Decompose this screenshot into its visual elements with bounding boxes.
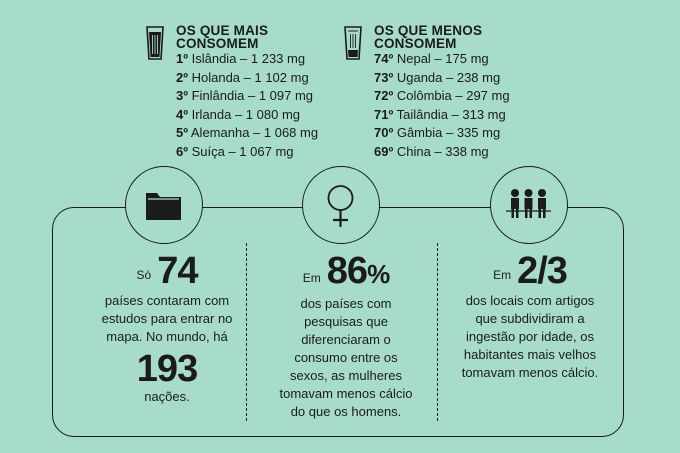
ranking-country-value: Alemanha – 1 068 mg <box>190 125 319 141</box>
ranking-position: 2º <box>176 69 188 85</box>
stat-number: 2/3 <box>517 250 568 292</box>
ranking-position: 72º <box>374 88 394 104</box>
stat-prefix: Em <box>493 268 512 282</box>
ranking-item: 4º Irlanda – 1 080 mg <box>176 106 318 125</box>
stat-lead: Em 86% <box>278 252 414 293</box>
ranking-position: 74º <box>374 51 394 66</box>
stat-number: 86 <box>326 250 368 292</box>
ranking-country-value: Finlândia – 1 097 mg <box>191 88 314 104</box>
stat-block-countries: Só 74 países contaram com estudos para e… <box>96 252 238 406</box>
stat-block-sexes: Em 86% dos países com pesquisas que dife… <box>278 252 414 421</box>
ranking-item: 72º Colômbia – 297 mg <box>374 87 510 106</box>
stat-number: 74 <box>157 250 198 292</box>
stat-description: dos locais com artigos que subdividiram … <box>461 293 599 380</box>
ranking-country-value: Colômbia – 297 mg <box>396 88 510 104</box>
ranking-country-value: Islândia – 1 233 mg <box>191 51 306 66</box>
stat-prefix: Só <box>136 268 152 282</box>
female-symbol-icon <box>327 185 354 227</box>
ranking-country-value: Tailândia – 313 mg <box>396 106 506 122</box>
ranking-item: 73º Uganda – 238 mg <box>374 69 510 88</box>
stat-icon-circle-1 <box>125 166 203 244</box>
people-group-icon <box>506 189 551 218</box>
ranking-country-value: Uganda – 238 mg <box>396 69 501 85</box>
ranking-country-value: China – 338 mg <box>396 143 489 159</box>
ranking-item: 70º Gâmbia – 335 mg <box>374 124 510 143</box>
stat-number-group: 86% <box>326 250 390 293</box>
ranking-country-value: Nepal – 175 mg <box>396 51 489 66</box>
folder-icon <box>146 193 181 220</box>
stat-description: países contaram com estudos para entrar … <box>101 293 233 344</box>
divider-left <box>246 243 247 421</box>
ranking-country-value: Holanda – 1 102 mg <box>191 69 309 85</box>
low-glass-icon <box>344 26 362 60</box>
ranking-item: 71º Tailândia – 313 mg <box>374 106 510 125</box>
most-consumers-heading: OS QUE MAIS CONSOMEM <box>176 23 269 51</box>
ranking-country-value: Gâmbia – 335 mg <box>396 125 501 141</box>
ranking-country-value: Irlanda – 1 080 mg <box>191 106 301 122</box>
ranking-item: 69º China – 338 mg <box>374 143 510 162</box>
ranking-item: 5º Alemanha – 1 068 mg <box>176 124 318 143</box>
stat-lead: Só 74 <box>96 252 238 290</box>
stat-description: dos países com pesquisas que diferenciar… <box>279 296 413 419</box>
ranking-position: 70º <box>374 125 394 141</box>
ranking-position: 4º <box>176 106 188 122</box>
least-consumers-heading: OS QUE MENOS CONSOMEM <box>374 23 483 51</box>
ranking-item: 6º Suíça – 1 067 mg <box>176 143 318 162</box>
ranking-position: 3º <box>176 88 188 104</box>
stat-lead: Em 2/3 <box>460 252 600 290</box>
ranking-position: 5º <box>176 125 188 141</box>
stat-icon-circle-3 <box>490 166 568 244</box>
stat-suffix: nações. <box>144 389 190 404</box>
stat-icon-circle-2 <box>302 166 380 244</box>
divider-right <box>437 243 438 421</box>
stat-prefix: Em <box>302 271 321 285</box>
stat-number-secondary: 193 <box>136 348 198 390</box>
stat-unit: % <box>367 259 390 289</box>
ranking-position: 73º <box>374 69 394 85</box>
ranking-item: 2º Holanda – 1 102 mg <box>176 69 318 88</box>
ranking-item: 74º Nepal – 175 mg <box>374 50 510 69</box>
ranking-item: 3º Finlândia – 1 097 mg <box>176 87 318 106</box>
ranking-position: 6º <box>176 143 188 159</box>
stat-block-age: Em 2/3 dos locais com artigos que subdiv… <box>460 252 600 382</box>
ranking-position: 71º <box>374 106 394 122</box>
ranking-position: 69º <box>374 143 394 159</box>
full-glass-icon <box>146 26 164 60</box>
ranking-country-value: Suíça – 1 067 mg <box>191 143 294 159</box>
ranking-position: 1º <box>176 51 188 66</box>
ranking-item: 1º Islândia – 1 233 mg <box>176 50 318 69</box>
